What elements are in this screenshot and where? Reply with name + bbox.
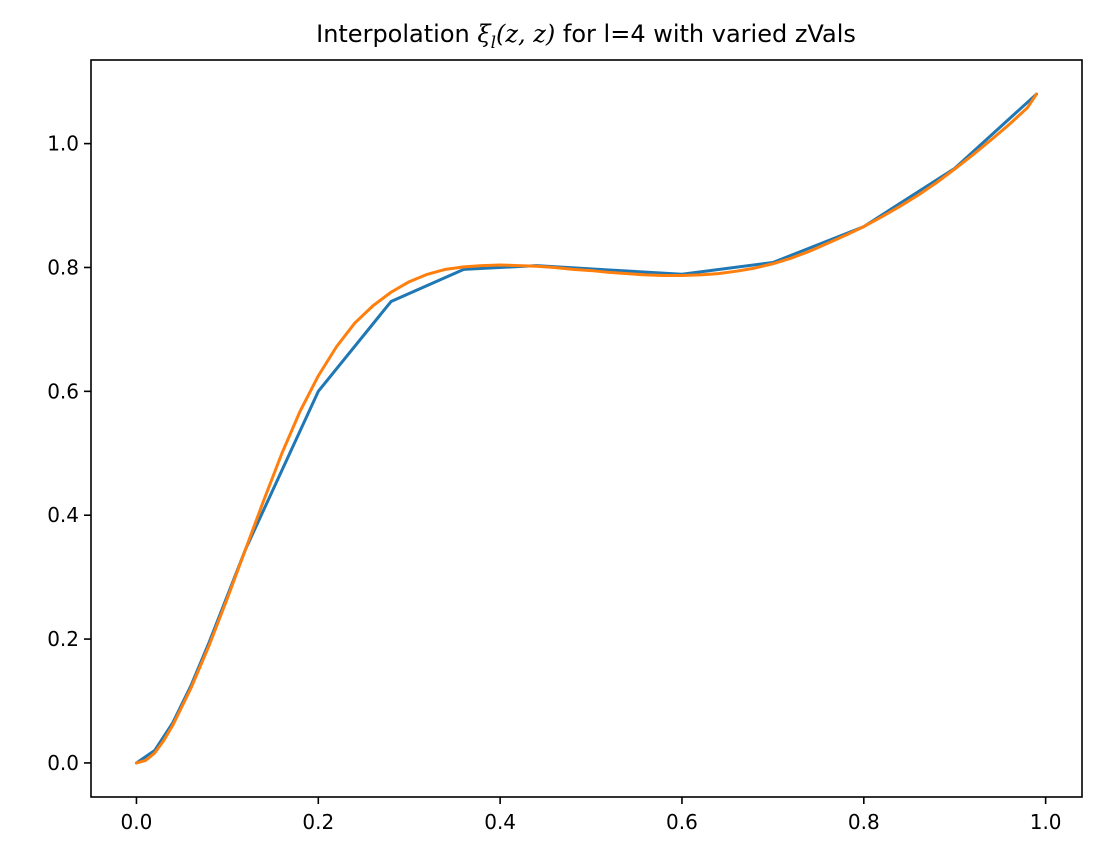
axes-frame	[90, 59, 1083, 798]
title-suffix: for l=4 with varied zVals	[555, 20, 856, 48]
x-tick-label: 1.0	[1030, 810, 1062, 834]
y-tick-label: 0.4	[47, 503, 79, 527]
series-layer	[134, 92, 1039, 765]
title-math-subscript: l	[491, 33, 496, 53]
title-prefix: Interpolation	[316, 20, 477, 48]
y-tick-label: 0.8	[47, 255, 79, 279]
y-axis: 0.0 0.2 0.4 0.6 0.8 1.0	[47, 132, 91, 775]
title-math-symbol: ξ	[477, 20, 492, 48]
y-tick-label: 0.6	[47, 379, 79, 403]
plot-area	[90, 59, 1083, 798]
y-tick-label: 0.2	[47, 627, 79, 651]
y-tick-label: 0.0	[47, 751, 79, 775]
chart-title: Interpolation ξl(z, z) for l=4 with vari…	[316, 20, 856, 53]
series-line-2	[134, 92, 1039, 765]
x-axis: 0.0 0.2 0.4 0.6 0.8 1.0	[121, 797, 1062, 834]
x-tick-label: 0.4	[484, 810, 516, 834]
title-math-args: (z, z)	[496, 20, 555, 48]
x-tick-label: 0.2	[302, 810, 334, 834]
y-tick-label: 1.0	[47, 132, 79, 156]
x-tick-label: 0.6	[666, 810, 698, 834]
x-tick-label: 0.8	[848, 810, 880, 834]
x-tick-label: 0.0	[121, 810, 153, 834]
